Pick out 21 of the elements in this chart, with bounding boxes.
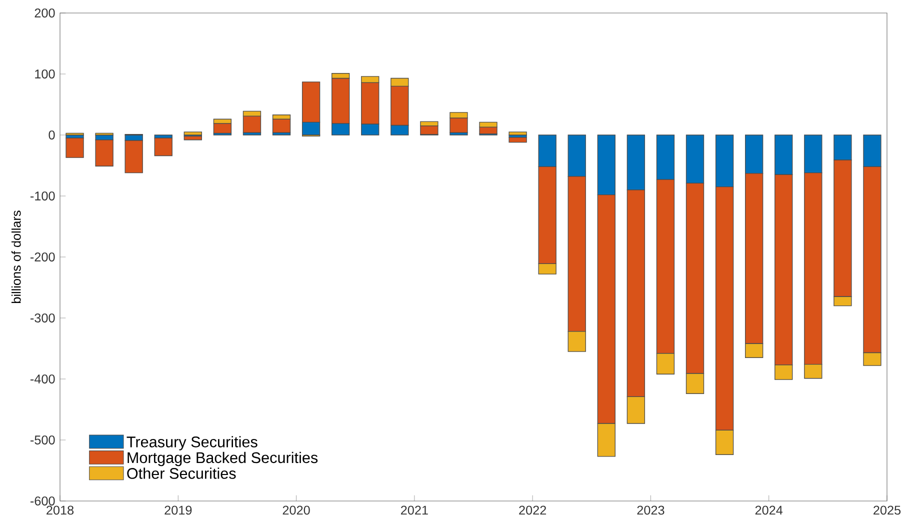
x-tick-label: 2024	[755, 506, 783, 515]
y-tick-label: 0	[48, 130, 55, 140]
y-tick-label: 200	[34, 8, 55, 18]
y-axis-title: billions of dollars	[11, 210, 21, 303]
x-tick-label: 2019	[164, 506, 192, 515]
y-tick-label: 100	[35, 70, 55, 78]
x-tick-label: 2023	[637, 506, 664, 515]
y-tick-label: -400	[30, 374, 55, 384]
y-tick-label: -600	[30, 496, 55, 506]
x-tick-label: 2022	[519, 506, 546, 515]
x-tick-label: 2021	[400, 506, 428, 515]
x-tick-label: 2025	[874, 506, 901, 515]
legend-label: Other Securities	[127, 468, 236, 479]
y-tick-label: -500	[30, 436, 55, 444]
y-tick-label: -200	[30, 252, 55, 262]
legend-label: Treasury Securities	[126, 436, 258, 450]
y-tick-label: -100	[30, 192, 55, 200]
x-tick-label: 2018	[46, 506, 74, 515]
y-tick-label: -300	[30, 314, 55, 322]
x-tick-label: 2020	[282, 506, 310, 515]
legend-label: Mortgage Backed Securities	[128, 452, 318, 466]
